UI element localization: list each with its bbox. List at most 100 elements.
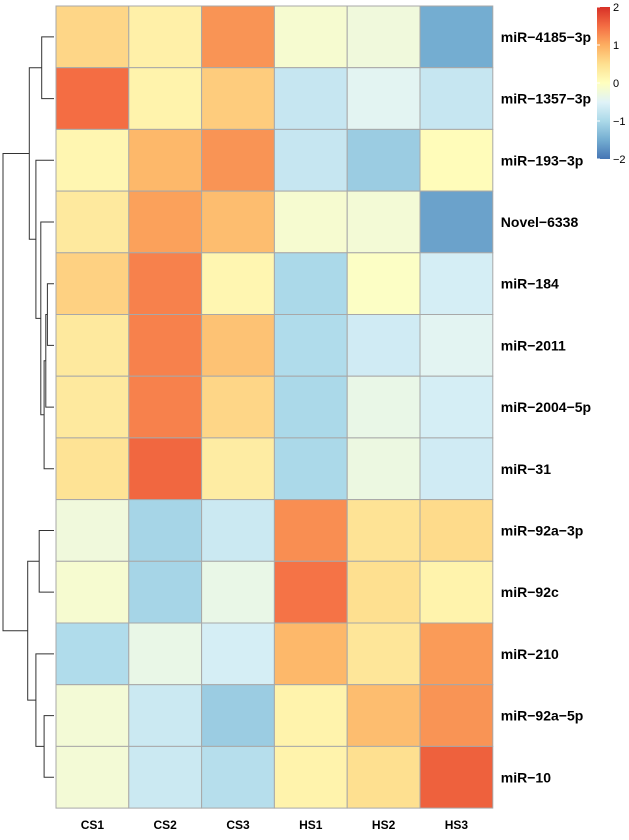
row-label: miR−1357−3p [501,91,591,107]
heatmap-cell [419,437,494,501]
row-label: miR−210 [501,646,559,662]
heatmap-cell [128,314,203,377]
heatmap-cell [346,314,421,377]
heatmap-cell [201,684,275,747]
heatmap-cell [346,745,421,809]
row-label: miR−92a−5p [501,708,584,724]
heatmap-cell [419,499,494,562]
color-legend: 2 1 0 −1 −2 [597,2,626,166]
dendrogram-branch [41,36,54,100]
heatmap-cell [419,252,494,316]
heatmap-cell [201,745,275,809]
heatmap-cell [346,622,421,686]
heatmap-cell [55,499,130,562]
color-legend-ticks: 2 1 0 −1 −2 [597,2,626,166]
column-label: CS3 [226,818,250,832]
heatmap-cell [55,314,130,377]
row-dendrogram [2,36,54,778]
heatmap-cell [128,128,203,192]
heatmap-cell [55,622,130,686]
heatmap-cell [273,684,348,747]
heatmap-cell [128,560,203,624]
heatmap-cell [273,560,348,624]
heatmap-cell [346,5,421,69]
heatmap-cell [201,499,275,562]
heatmap-cell [55,745,130,809]
heatmap-cell [55,252,130,316]
heatmap-cell [55,128,130,192]
heatmap-cell [55,190,130,254]
dendrogram-branch [38,530,54,593]
heatmap-cell [419,560,494,624]
heatmap-cell [128,437,203,501]
heatmap-cell [346,252,421,316]
row-label: miR−92a−3p [501,522,584,538]
row-label: miR−92c [501,584,559,600]
column-label: HS3 [445,818,469,832]
column-label: CS2 [154,818,178,832]
dendrogram-branch [35,653,54,747]
legend-tick-label: 0 [613,78,619,90]
heatmap-cell [273,499,348,562]
heatmap-cell [419,5,494,69]
heatmap-cell [273,437,348,501]
heatmap-cell [201,560,275,624]
dendrogram-branch [27,560,40,701]
dendrogram-branch [43,715,54,778]
heatmap-cell [419,622,494,686]
heatmap-cell [128,252,203,316]
heatmap-cell [346,375,421,439]
heatmap-cell [201,128,275,192]
column-label: HS1 [299,818,323,832]
heatmap-cell [201,437,275,501]
row-label: miR−4185−3p [501,29,591,45]
column-label: HS2 [372,818,396,832]
heatmap-cell [419,375,494,439]
heatmap-cell [55,437,130,501]
heatmap-cell [128,499,203,562]
heatmap-cell [346,128,421,192]
dendrogram-branch [35,159,54,319]
heatmap-cell [55,684,130,747]
heatmap-cell [128,190,203,254]
heatmap-cell [273,67,348,130]
row-label: miR−184 [501,276,559,292]
color-legend-bar [597,7,610,159]
heatmap-cell [128,622,203,686]
heatmap-cell [55,5,130,69]
heatmap-cell [201,252,275,316]
heatmap-cell [346,684,421,747]
row-label: Novel−6338 [501,214,579,230]
dendrogram-branch [2,153,30,632]
heatmap-cell [419,745,494,809]
heatmap-cell [273,190,348,254]
heatmap-cell [273,622,348,686]
heatmap-cell [273,314,348,377]
heatmap-cell [128,745,203,809]
row-label: miR−31 [501,461,551,477]
dendrogram-branch [46,283,54,346]
row-labels: miR−4185−3p miR−1357−3p miR−193−3p Novel−63… [501,29,591,785]
column-label: CS1 [81,818,105,832]
heatmap-cell [128,5,203,69]
column-labels: CS1 CS2 CS3 HS1 HS2 HS3 [81,818,469,832]
heatmap-cell [128,684,203,747]
heatmap-cell [273,745,348,809]
legend-tick-label: 1 [613,40,619,52]
row-label: miR−2011 [501,337,566,353]
heatmap-cell [55,375,130,439]
heatmap-cell [346,67,421,130]
heatmap-cell [55,67,130,130]
row-label: miR−2004−5p [501,399,591,415]
heatmap-cell [201,67,275,130]
heatmap-cell [419,67,494,130]
heatmap-cell [273,252,348,316]
heatmap-cells [55,5,494,809]
heatmap-cell [273,5,348,69]
heatmap-cell [346,437,421,501]
row-label: miR−193−3p [501,152,584,168]
heatmap-cell [201,314,275,377]
heatmap-cell [201,5,275,69]
heatmap-cell [419,314,494,377]
